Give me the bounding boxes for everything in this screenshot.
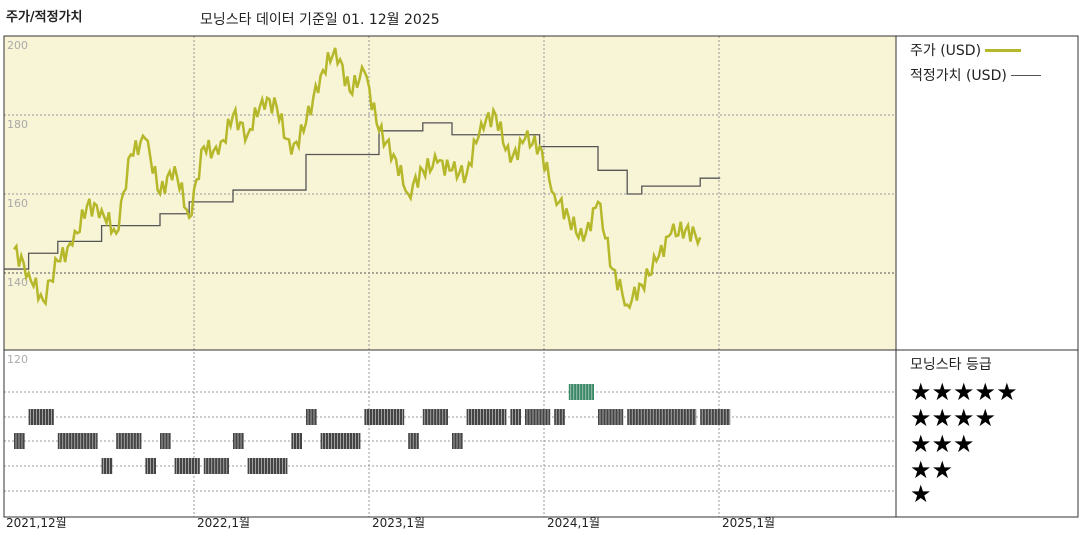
y-tick-label: 200 bbox=[7, 39, 28, 52]
rating-4-stars: ★★★★ bbox=[910, 404, 997, 432]
rating-segment bbox=[627, 409, 697, 425]
rating-segment bbox=[598, 409, 624, 425]
rating-segment bbox=[174, 458, 200, 474]
rating-2-stars: ★★ bbox=[910, 456, 954, 484]
legend-price: 주가 (USD) bbox=[910, 40, 1022, 60]
x-tick-label: 2022,1월 bbox=[197, 516, 250, 530]
y-tick-label: 120 bbox=[7, 353, 28, 366]
y-axis-ticks: 200 180 160 140 120 bbox=[7, 39, 28, 366]
y-tick-label: 180 bbox=[7, 118, 28, 131]
rating-segment bbox=[568, 384, 594, 400]
rating-title: 모닝스타 등급 bbox=[910, 357, 992, 373]
legend-fair-value-label: 적정가치 (USD) bbox=[910, 68, 1007, 84]
grid-lines bbox=[4, 36, 896, 517]
chart-frame bbox=[3, 35, 1079, 518]
rating-segment bbox=[116, 433, 142, 449]
rating-5-stars: ★★★★★ bbox=[910, 378, 1018, 406]
chart-title: 주가/적정가치 bbox=[6, 10, 83, 25]
rating-segment bbox=[700, 409, 731, 425]
rating-segment bbox=[422, 409, 448, 425]
price-series bbox=[13, 47, 702, 311]
price-line bbox=[13, 47, 702, 311]
x-tick-label: 2021,12월 bbox=[6, 516, 67, 530]
legend-price-label: 주가 (USD) bbox=[910, 43, 982, 59]
rating-segment bbox=[525, 409, 551, 425]
legend-fair-value: 적정가치 (USD) bbox=[910, 65, 1041, 85]
y-tick-label: 140 bbox=[7, 276, 28, 289]
x-tick-label: 2025,1월 bbox=[722, 516, 775, 530]
rating-bars bbox=[14, 384, 731, 474]
rating-segment bbox=[291, 433, 302, 449]
rating-1-star: ★ bbox=[910, 480, 932, 508]
y-tick-label: 160 bbox=[7, 197, 28, 210]
legend-price-swatch bbox=[985, 48, 1022, 52]
rating-segment bbox=[28, 409, 54, 425]
rating-3-stars: ★★★ bbox=[910, 430, 975, 458]
plot-background bbox=[4, 36, 896, 350]
legend-fair-value-swatch bbox=[1010, 74, 1041, 76]
x-axis-ticks: 2021,12월 2022,1월 2023,1월 2024,1월 2025,1월 bbox=[6, 516, 775, 530]
x-tick-label: 2023,1월 bbox=[372, 516, 425, 530]
x-tick-label: 2024,1월 bbox=[547, 516, 600, 530]
rating-segment bbox=[203, 458, 229, 474]
chart-subtitle: 모닝스타 데이터 기준일 01. 12월 2025 bbox=[200, 12, 440, 28]
